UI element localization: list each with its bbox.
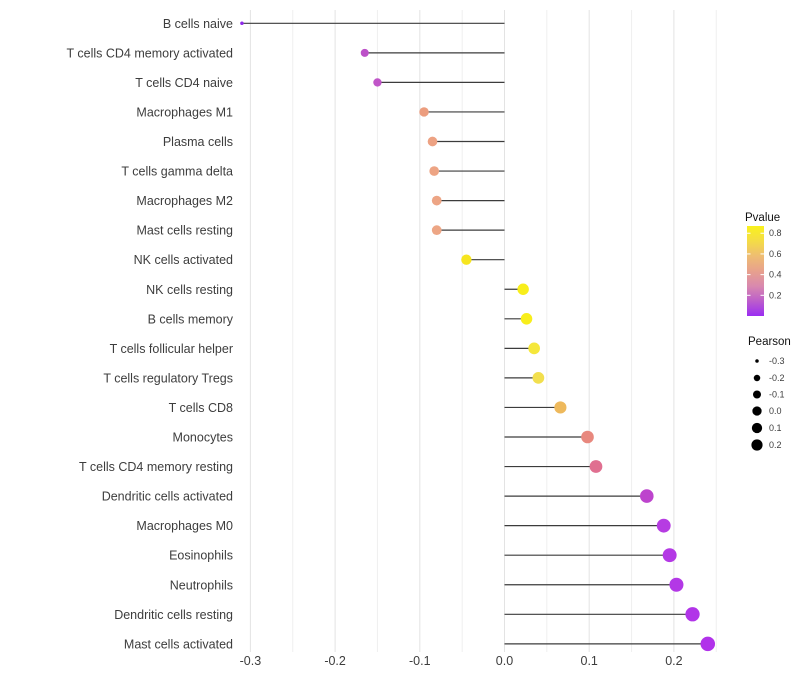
- y-axis-label: Dendritic cells activated: [102, 490, 233, 504]
- y-axis-label: Neutrophils: [170, 578, 233, 592]
- lollipop-point: [532, 372, 545, 384]
- pearson-size-dot: [752, 406, 762, 416]
- pearson-size-dot: [753, 374, 761, 382]
- stem-segments: [241, 22, 708, 645]
- pearson-legend-title: Pearson: [748, 336, 791, 348]
- pearson-size-label: 0.2: [769, 440, 782, 450]
- y-axis-label: T cells CD4 memory resting: [79, 460, 233, 474]
- lollipop-point: [685, 607, 700, 622]
- legend-pearson: Pearson -0.3 -0.2 -0.1 0.0 0.1 0.2: [748, 336, 791, 451]
- y-axis-label: Mast cells resting: [136, 224, 233, 238]
- y-axis-label: NK cells activated: [134, 253, 233, 267]
- pvalue-tick-label: 0.4: [769, 270, 782, 280]
- y-axis-label: B cells memory: [148, 312, 234, 326]
- lollipop-point: [662, 548, 677, 563]
- y-axis-label: NK cells resting: [146, 283, 233, 297]
- y-axis-label: T cells regulatory Tregs: [103, 371, 233, 385]
- y-axis-label: Mast cells activated: [124, 637, 233, 651]
- legend-pvalue: Pvalue 0.8 0.6 0.4 0.2: [745, 212, 782, 316]
- x-axis-labels: -0.3 -0.2 -0.1 0.0 0.1 0.2: [240, 654, 683, 668]
- y-axis-labels: B cells naive T cells CD4 memory activate…: [67, 17, 234, 652]
- lollipop-point: [419, 107, 429, 117]
- x-axis-tick-label: 0.1: [581, 654, 598, 668]
- y-axis-label: T cells CD4 memory activated: [67, 46, 234, 60]
- pearson-size-label: -0.2: [769, 373, 785, 383]
- lollipop-point: [360, 48, 369, 57]
- lollipop-point: [373, 78, 382, 87]
- lollipop-point: [700, 636, 716, 652]
- y-axis-label: T cells gamma delta: [121, 165, 233, 179]
- pearson-size-dot: [751, 422, 763, 434]
- pearson-size-label: 0.0: [769, 406, 782, 416]
- x-axis-tick-label: 0.0: [496, 654, 513, 668]
- x-axis-tick-label: 0.2: [665, 654, 682, 668]
- pearson-size-dot: [751, 439, 763, 451]
- y-axis-label: B cells naive: [163, 17, 233, 31]
- pvalue-legend-title: Pvalue: [745, 212, 780, 224]
- lollipop-point: [461, 254, 472, 265]
- lollipop-point: [669, 577, 684, 592]
- y-axis-label: Macrophages M2: [136, 194, 233, 208]
- lollipop-point: [431, 225, 442, 236]
- pearson-size-dot: [755, 359, 759, 363]
- pearson-size-label: -0.3: [769, 356, 785, 366]
- lollipop-point: [431, 195, 442, 206]
- pvalue-tick-label: 0.6: [769, 249, 782, 259]
- lollipop-point: [520, 313, 533, 325]
- data-points: [240, 21, 716, 652]
- lollipop-point: [589, 460, 603, 473]
- pearson-size-label: -0.1: [769, 390, 785, 400]
- gridlines: [249, 10, 717, 652]
- x-axis-tick-label: -0.1: [409, 654, 431, 668]
- y-axis-label: T cells CD4 naive: [135, 76, 233, 90]
- pearson-size-dot: [753, 390, 761, 399]
- pvalue-tick-label: 0.8: [769, 228, 782, 238]
- y-axis-label: Dendritic cells resting: [114, 608, 233, 622]
- lollipop-point: [427, 136, 438, 147]
- lollipop-point: [240, 21, 244, 26]
- y-axis-label: Plasma cells: [163, 135, 233, 149]
- lollipop-point: [517, 283, 529, 295]
- y-axis-label: T cells CD8: [169, 401, 233, 415]
- pearson-size-label: 0.1: [769, 423, 782, 433]
- y-axis-label: Eosinophils: [169, 549, 233, 563]
- x-axis-tick-label: -0.3: [240, 654, 262, 668]
- lollipop-point: [429, 166, 440, 176]
- lollipop-point: [640, 489, 654, 503]
- lollipop-point: [581, 430, 594, 444]
- pvalue-gradient-bar: [747, 226, 764, 316]
- lollipop-point: [528, 342, 540, 355]
- y-axis-label: Macrophages M0: [136, 519, 233, 533]
- y-axis-label: Macrophages M1: [136, 105, 233, 119]
- lollipop-point: [554, 401, 567, 414]
- pvalue-tick-label: 0.2: [769, 290, 782, 300]
- lollipop-point: [656, 518, 671, 533]
- y-axis-label: Monocytes: [173, 431, 233, 445]
- x-axis-tick-label: -0.2: [324, 654, 346, 668]
- y-axis-label: T cells follicular helper: [110, 342, 233, 356]
